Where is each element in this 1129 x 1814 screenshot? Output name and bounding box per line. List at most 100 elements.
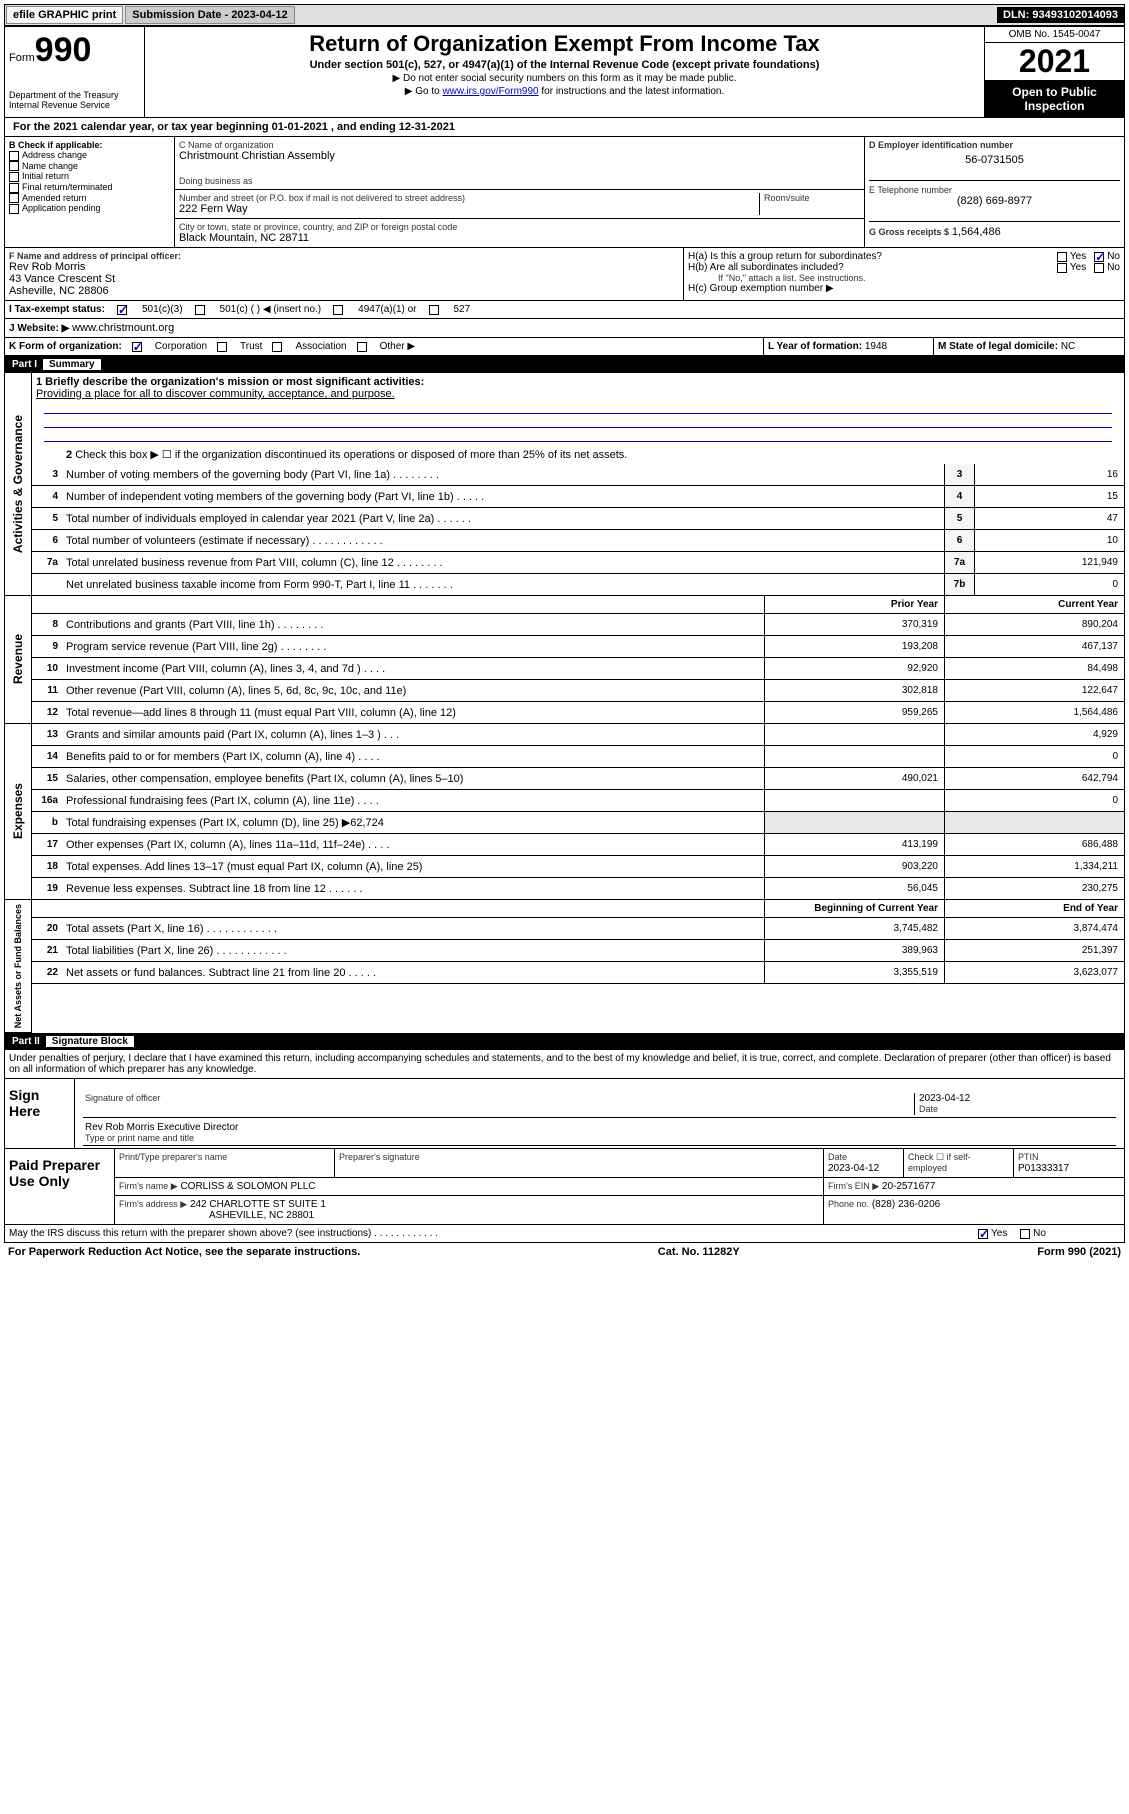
firm-phone: (828) 236-0206	[872, 1199, 940, 1210]
prep-date: 2023-04-12	[828, 1163, 879, 1174]
data-line: 18Total expenses. Add lines 13–17 (must …	[32, 856, 1124, 878]
part2-header: Part II Signature Block	[4, 1033, 1125, 1050]
form-subtitle: Under section 501(c), 527, or 4947(a)(1)…	[153, 59, 976, 71]
irs-discuss-yes[interactable]	[978, 1229, 988, 1239]
data-line: 14Benefits paid to or for members (Part …	[32, 746, 1124, 768]
irs-label: Internal Revenue Service	[9, 100, 140, 110]
data-line: 22Net assets or fund balances. Subtract …	[32, 962, 1124, 984]
ein: 56-0731505	[869, 154, 1120, 166]
instruction-ssn: ▶ Do not enter social security numbers o…	[153, 73, 976, 84]
mission-text: Providing a place for all to discover co…	[36, 388, 1120, 400]
hb-label: H(b) Are all subordinates included?	[688, 262, 1057, 273]
section-b: B Check if applicable: Address change Na…	[5, 137, 175, 247]
check-trust[interactable]	[217, 342, 227, 352]
sections-fh: F Name and address of principal officer:…	[4, 248, 1125, 301]
hc-label: H(c) Group exemption number ▶	[688, 283, 1120, 294]
expenses-label: Expenses	[4, 724, 32, 900]
part1-header: Part I Summary	[4, 356, 1125, 373]
ha-label: H(a) Is this a group return for subordin…	[688, 251, 1057, 262]
data-line: 12Total revenue—add lines 8 through 11 (…	[32, 702, 1124, 724]
gov-line: Net unrelated business taxable income fr…	[32, 574, 1124, 596]
sign-here-block: Sign Here Signature of officer 2023-04-1…	[4, 1079, 1125, 1149]
firm-addr1: 242 CHARLOTTE ST SUITE 1	[190, 1199, 326, 1210]
data-line: 15Salaries, other compensation, employee…	[32, 768, 1124, 790]
data-line: bTotal fundraising expenses (Part IX, co…	[32, 812, 1124, 834]
efile-print-button[interactable]: efile GRAPHIC print	[6, 6, 123, 24]
instruction-link: ▶ Go to www.irs.gov/Form990 for instruct…	[153, 86, 976, 97]
website-url: www.christmount.org	[72, 322, 174, 334]
data-line: 9Program service revenue (Part VIII, lin…	[32, 636, 1124, 658]
public-inspection: Open to Public Inspection	[985, 81, 1124, 117]
state-domicile: NC	[1061, 341, 1075, 352]
sig-date: 2023-04-12	[919, 1093, 970, 1104]
part1-body: Activities & Governance 1 Briefly descri…	[4, 373, 1125, 596]
officer-addr2: Asheville, NC 28806	[9, 285, 679, 297]
officer-addr1: 43 Vance Crescent St	[9, 273, 679, 285]
data-line: 16aProfessional fundraising fees (Part I…	[32, 790, 1124, 812]
data-line: 8Contributions and grants (Part VIII, li…	[32, 614, 1124, 636]
gov-line: 6Total number of volunteers (estimate if…	[32, 530, 1124, 552]
year-formation: 1948	[865, 341, 887, 352]
section-j: J Website: ▶ www.christmount.org	[4, 319, 1125, 338]
street-address: 222 Fern Way	[179, 203, 759, 215]
check-527[interactable]	[429, 305, 439, 315]
form-number: Form990	[9, 31, 140, 70]
org-name: Christmount Christian Assembly	[179, 150, 860, 162]
governance-label: Activities & Governance	[4, 373, 32, 596]
data-line: 17Other expenses (Part IX, column (A), l…	[32, 834, 1124, 856]
line-a-tax-year: For the 2021 calendar year, or tax year …	[4, 118, 1125, 137]
submission-date-button[interactable]: Submission Date - 2023-04-12	[125, 6, 294, 24]
may-irs-discuss: May the IRS discuss this return with the…	[4, 1225, 1125, 1243]
check-address-change[interactable]: Address change	[9, 150, 170, 161]
check-4947[interactable]	[333, 305, 343, 315]
topbar: efile GRAPHIC print Submission Date - 20…	[4, 4, 1125, 26]
irs-link[interactable]: www.irs.gov/Form990	[442, 86, 538, 97]
officer-name: Rev Rob Morris	[9, 261, 679, 273]
check-name-change[interactable]: Name change	[9, 161, 170, 172]
firm-addr2: ASHEVILLE, NC 28801	[119, 1210, 314, 1221]
gross-receipts: 1,564,486	[952, 226, 1001, 238]
check-other[interactable]	[357, 342, 367, 352]
data-line: 21Total liabilities (Part X, line 26) . …	[32, 940, 1124, 962]
firm-ein: 20-2571677	[882, 1181, 935, 1192]
data-line: 11Other revenue (Part VIII, column (A), …	[32, 680, 1124, 702]
check-pending[interactable]: Application pending	[9, 203, 170, 214]
hb-yes[interactable]	[1057, 263, 1067, 273]
netassets-section: Net Assets or Fund Balances Beginning of…	[4, 900, 1125, 1033]
sections-bcd: B Check if applicable: Address change Na…	[4, 137, 1125, 248]
gov-line: 7aTotal unrelated business revenue from …	[32, 552, 1124, 574]
firm-name: CORLISS & SOLOMON PLLC	[180, 1181, 315, 1192]
tax-year: 2021	[985, 43, 1124, 81]
check-assoc[interactable]	[272, 342, 282, 352]
dln-label: DLN: 93493102014093	[997, 7, 1124, 23]
phone: (828) 669-8977	[869, 195, 1120, 207]
paid-preparer-block: Paid Preparer Use Only Print/Type prepar…	[4, 1149, 1125, 1225]
omb-number: OMB No. 1545-0047	[985, 27, 1124, 43]
ha-no[interactable]	[1094, 252, 1104, 262]
irs-discuss-no[interactable]	[1020, 1229, 1030, 1239]
page-footer: For Paperwork Reduction Act Notice, see …	[4, 1243, 1125, 1261]
data-line: 10Investment income (Part VIII, column (…	[32, 658, 1124, 680]
ptin: P01333317	[1018, 1163, 1069, 1174]
check-amended[interactable]: Amended return	[9, 193, 170, 204]
ha-yes[interactable]	[1057, 252, 1067, 262]
check-501c3[interactable]	[117, 305, 127, 315]
check-initial-return[interactable]: Initial return	[9, 171, 170, 182]
check-final-return[interactable]: Final return/terminated	[9, 182, 170, 193]
check-501c[interactable]	[195, 305, 205, 315]
netassets-label: Net Assets or Fund Balances	[4, 900, 32, 1033]
check-corp[interactable]	[132, 342, 142, 352]
sections-klm: K Form of organization: Corporation Trus…	[4, 338, 1125, 356]
expenses-section: Expenses 13Grants and similar amounts pa…	[4, 724, 1125, 900]
dept-treasury: Department of the Treasury	[9, 90, 140, 100]
data-line: 20Total assets (Part X, line 16) . . . .…	[32, 918, 1124, 940]
form-990-page: efile GRAPHIC print Submission Date - 20…	[0, 0, 1129, 1265]
data-line: 13Grants and similar amounts paid (Part …	[32, 724, 1124, 746]
section-c: C Name of organization Christmount Chris…	[175, 137, 864, 247]
city-state-zip: Black Mountain, NC 28711	[179, 232, 860, 244]
section-d: D Employer identification number 56-0731…	[864, 137, 1124, 247]
hb-no[interactable]	[1094, 263, 1104, 273]
data-line: 19Revenue less expenses. Subtract line 1…	[32, 878, 1124, 900]
form-header: Form990 Department of the Treasury Inter…	[4, 26, 1125, 118]
gov-line: 4Number of independent voting members of…	[32, 486, 1124, 508]
